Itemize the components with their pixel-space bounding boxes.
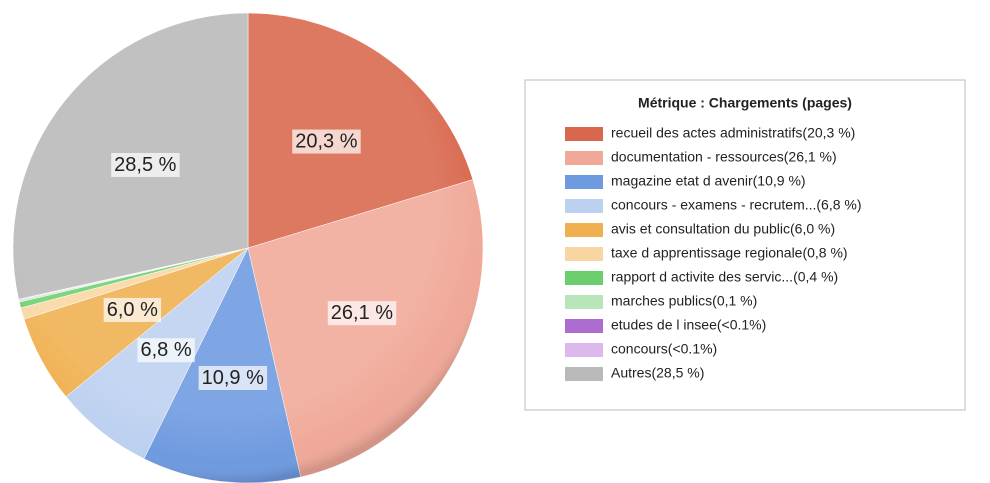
pie-shading [13,13,483,483]
data-label: 6,0 % [107,299,158,321]
data-label: 6,8 % [140,339,191,361]
legend-swatch [565,247,603,261]
legend-label: recueil des actes administratifs(20,3 %) [611,125,855,141]
legend-label: taxe d apprentissage regionale(0,8 %) [611,245,848,261]
legend-swatch [565,271,603,285]
legend-swatch [565,223,603,237]
legend-swatch [565,367,603,381]
legend-swatch [565,295,603,309]
pie [12,12,484,483]
data-label-bg [137,338,195,363]
data-label-bg [292,129,361,154]
data-label-bg [198,365,268,390]
data-label: 28,5 % [114,154,176,176]
legend-label: Autres(28,5 %) [611,365,704,381]
legend-swatch [565,127,603,141]
legend-swatch [565,199,603,213]
data-label-bg [111,152,180,177]
legend-swatch [565,343,603,357]
legend-label: documentation - ressources(26,1 %) [611,149,837,165]
legend-label: marches publics(0,1 %) [611,293,757,309]
data-label-bg [103,297,162,322]
legend-swatch [565,319,603,333]
data-label: 10,9 % [202,367,264,389]
legend-swatch [565,175,603,189]
legend-label: concours(<0.1%) [611,341,717,357]
legend-swatch [565,151,603,165]
legend-label: magazine etat d avenir(10,9 %) [611,173,806,189]
legend-label: avis et consultation du public(6,0 %) [611,221,835,237]
legend-title: Métrique : Chargements (pages) [638,95,852,111]
data-label: 26,1 % [331,302,393,324]
data-label: 20,3 % [295,131,357,153]
legend-label: concours - examens - recrutem...(6,8 %) [611,197,862,213]
legend-label: rapport d activite des servic...(0,4 %) [611,269,838,285]
legend-label: etudes de l insee(<0.1%) [611,317,766,333]
data-label-bg [327,301,397,326]
